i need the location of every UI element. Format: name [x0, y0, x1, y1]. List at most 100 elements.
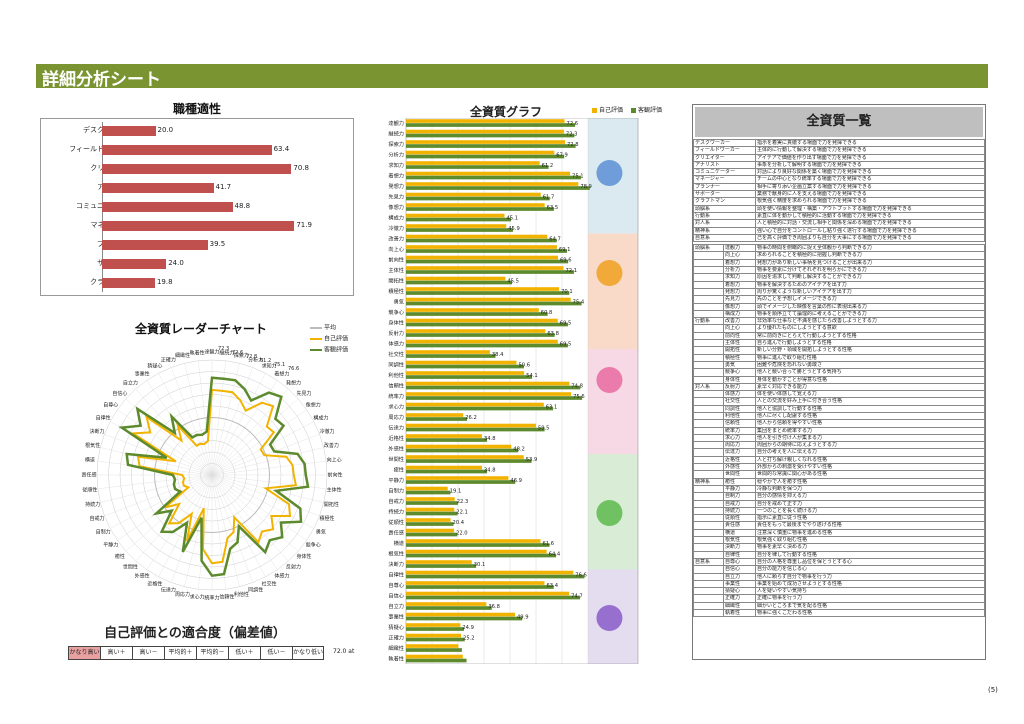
trait-description-cell: 困難や危険を恐れない勇敢さ	[755, 360, 985, 370]
trait-definition-row: 発想力 周りが驚くような新しいアイデアを出す力	[693, 287, 985, 297]
trait-group-cell	[693, 288, 724, 297]
trait-definition-row: 体感力 体を使い体感して覚える力	[693, 390, 985, 399]
all-graph-value-label: 75.6	[573, 394, 585, 400]
all-graph-category-label: 外感性	[388, 444, 404, 452]
trait-definition-row: 頭脳系 達観力 物事の時間を俯瞰的に捉え全体観から判断できる力	[693, 244, 985, 253]
job-definition-row: プランナー 相手に寄り添い企画立案する場面で力を発揮できる	[693, 182, 985, 192]
trait-description-cell: 注意深く慎重に物事を進める性格	[755, 528, 985, 538]
all-graph-category-label: 世間性	[388, 455, 404, 463]
all-graph-category-label: 統率力	[388, 392, 404, 400]
all-graph-value-label: 45.9	[508, 226, 520, 232]
trait-name-cell: 周応力	[723, 441, 756, 450]
all-graph-category-label: 自尊心	[388, 581, 404, 589]
radar-axis-label: 貴任感	[81, 472, 96, 479]
trait-description-cell: 原因を追求して判断し解決することができる力	[755, 273, 985, 282]
trait-definition-row: 同調性 他人と協調して行動する性格	[693, 404, 985, 414]
fit-scale-cell: 高い＋	[100, 646, 132, 660]
all-graph-bar-self	[406, 434, 483, 438]
all-graph-bar-objective	[406, 165, 549, 169]
trait-description-cell: 自分の人格を尊重し品位を保とうとする心	[755, 557, 985, 567]
job-fit-bar	[102, 164, 292, 174]
radar-axis-label: 達観力	[204, 349, 219, 356]
all-graph-category-label: 先見力	[388, 192, 404, 200]
trait-group-cell	[693, 594, 724, 603]
trait-definition-row: 自律性 自分を律して行動する性格	[693, 550, 985, 559]
trait-description-cell: 細かいところまで気を配る性格	[755, 601, 985, 611]
trait-name-cell: 世間性	[723, 470, 756, 479]
radar-value-label: 72.6	[232, 350, 243, 356]
radar-axis-label: 像想力	[306, 402, 321, 409]
all-graph-bar-self	[406, 140, 565, 144]
all-graph-category-label: 近格性	[388, 434, 404, 442]
radar-axis-label: 探索力	[234, 352, 249, 359]
trait-name-cell: 開拓性	[723, 346, 756, 355]
job-definition-row: サポーター 業務で献身的に人を支える場面で力を発揮できる	[693, 190, 985, 199]
all-graph-value-label: 34.8	[484, 467, 496, 473]
page-title: 詳細分析シート	[42, 70, 161, 90]
all-graph-value-label: 72.3	[566, 131, 578, 137]
job-description-cell: 指示を着実に貫徹する場面で力を発揮できる	[755, 138, 985, 148]
radar-axis-label: 勇気	[316, 529, 326, 536]
job-definition-table: デスクワーカー 指示を着実に貫徹する場面で力を発揮できる フィールドワーカー 主体的に…	[693, 138, 985, 243]
trait-description-cell: 根気強く取り組む性格	[755, 536, 985, 545]
all-graph-bar-self	[406, 339, 558, 344]
all-graph-bar-objective	[406, 427, 545, 432]
radar-axis-label: 世間性	[123, 564, 138, 571]
trait-group-cell: 自意系	[693, 557, 724, 567]
all-graph-bar-self	[406, 539, 541, 543]
all-graph-value-label: 48.2	[513, 446, 525, 452]
trait-name-cell: 先見力	[723, 295, 756, 304]
radar-axis-label: 自律性	[96, 414, 111, 421]
trait-definition-row: 勇気 困難や危険を恐れない勇敢さ	[693, 360, 985, 370]
job-description-cell: 対話により良好な関係を築く場面で力を発揮できる	[755, 168, 985, 177]
all-graph-bar-self	[406, 371, 525, 375]
trait-description-cell: 指示に素直に従う性格	[755, 514, 985, 523]
all-graph-category-label: 自立力	[388, 602, 404, 610]
all-graph-bar-self	[406, 465, 483, 470]
trait-definition-row: 行動系 改善力 非効率な仕事など不満を感じたら改善しようとする力	[693, 317, 985, 326]
job-fit-row: クラフトマン19.8	[40, 274, 354, 293]
trait-definition-row: 貴任感 責任をもって最後までやり遂げる性格	[693, 521, 985, 530]
all-graph-value-label: 25.2	[463, 635, 475, 641]
trait-group-cell	[693, 397, 724, 406]
trait-group-cell	[693, 332, 724, 341]
all-graph-bar-self	[406, 518, 451, 522]
radar-axis-label: 改善力	[324, 442, 339, 449]
all-graph-bar-self	[406, 402, 544, 407]
trait-name-cell: 体感力	[723, 390, 756, 399]
trait-description-cell: 自分の感情を抑える力	[755, 492, 985, 501]
all-graph-bar-objective	[406, 154, 565, 159]
job-definition-row: クリエイター アイデアで価値を作り出す場面で力を発揮できる	[693, 153, 985, 162]
radar-legend-label: 客観評価	[324, 346, 348, 354]
trait-definition-row: 主体性 自ら進んで行動しようとする性格	[693, 338, 985, 348]
job-definition-row: フィールドワーカー 主体的に行動して解決する場面で力を発揮できる	[693, 146, 985, 155]
job-name-cell: サポーター	[693, 190, 756, 199]
trait-group-cell	[693, 251, 724, 260]
all-graph-category-label: 勇気	[394, 297, 404, 305]
all-graph-category-label: 反射力	[388, 329, 404, 337]
trait-group-cell	[693, 339, 724, 348]
radar-axis-label: 自立力	[123, 379, 138, 386]
job-fit-value: 20.0	[157, 126, 174, 134]
radar-axis-label: 発想力	[286, 379, 301, 386]
job-fit-bar	[102, 259, 167, 269]
all-graph-value-label: 74.7	[571, 593, 583, 599]
job-fit-value: 41.7	[215, 183, 232, 191]
radar-axis-label: 平静力	[103, 541, 118, 548]
all-graph-category-label: 改善力	[388, 234, 404, 242]
radar-axis-label: 体感力	[274, 573, 289, 580]
trait-definition-row: 競争心 他人と競い合って勝とうとする気持ち	[693, 368, 985, 377]
all-graph-value-label: 26.2	[465, 415, 477, 421]
trait-name-cell: 同調性	[723, 404, 756, 414]
all-graph-bar-self	[406, 150, 555, 155]
all-graph-bar-objective	[406, 385, 581, 390]
fit-score: 72.0 at	[333, 648, 355, 655]
trait-definition-row: 対人系 反射力 素早く対応できる能力	[693, 382, 985, 392]
job-fit-bar	[102, 221, 295, 231]
radar-axis-label: 同調性	[248, 587, 263, 594]
trait-group-cell	[693, 492, 724, 501]
radar-axis-label: 事業性	[135, 370, 150, 377]
chart-group-band	[588, 233, 638, 349]
radar-axis-label: 積極性	[319, 515, 334, 522]
all-graph-category-label: 求心力	[388, 402, 404, 410]
